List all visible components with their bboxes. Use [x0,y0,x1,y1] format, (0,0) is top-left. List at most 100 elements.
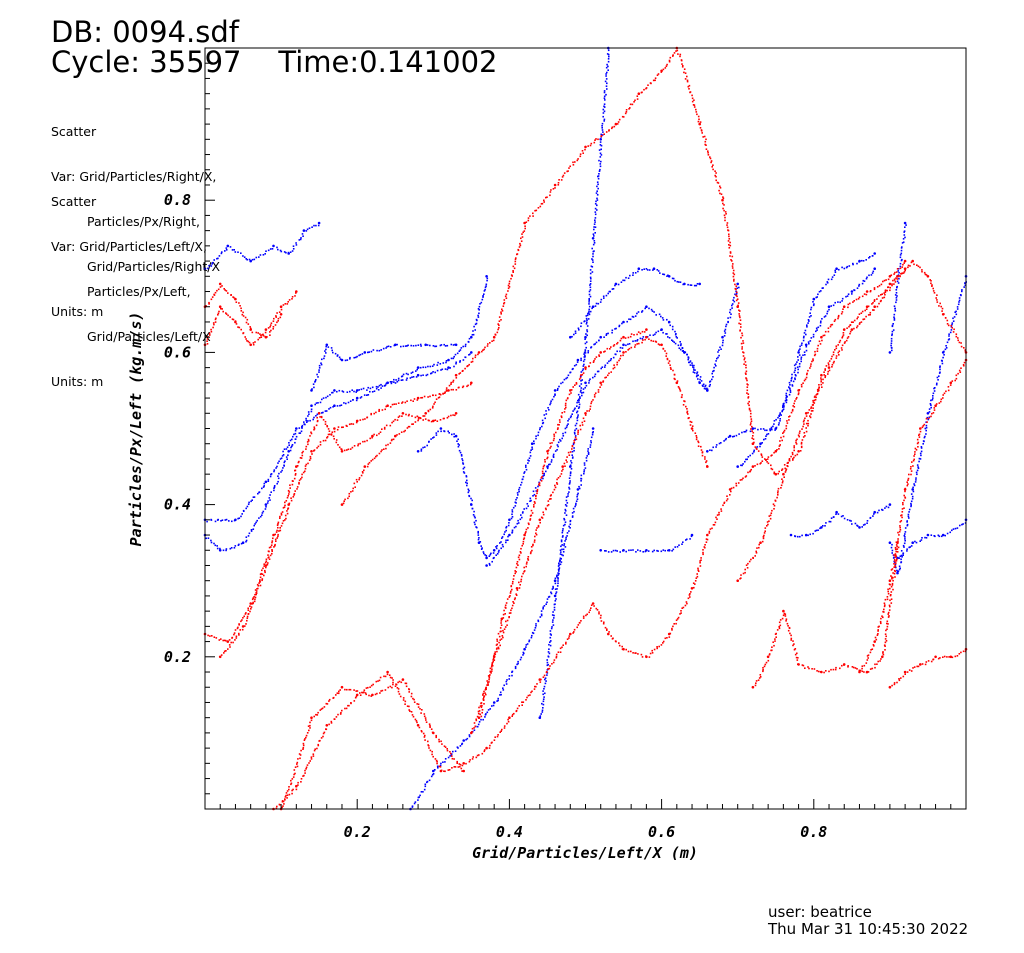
scatter-point [449,751,451,753]
scatter-point [872,270,875,273]
scatter-point [279,804,281,806]
scatter-point [596,185,598,188]
scatter-point [485,713,487,715]
scatter-point [743,358,746,361]
scatter-point [615,353,617,356]
scatter-point [650,82,652,85]
scatter-point [584,368,587,371]
scatter-point [785,397,787,399]
scatter-point [803,351,806,353]
scatter-point [691,362,693,364]
scatter-point [515,498,517,501]
scatter-point [447,415,450,418]
scatter-point [827,373,829,375]
scatter-point [746,458,748,461]
scatter-point [899,525,901,527]
scatter-point [338,690,340,693]
scatter-point [221,308,223,310]
scatter-point [768,520,770,522]
scatter-point [605,294,608,297]
scatter-point [822,382,824,384]
scatter-point [871,272,874,274]
scatter-point [531,631,534,634]
scatter-point [908,508,911,511]
scatter-point [827,366,831,369]
scatter-point [711,449,713,452]
scatter-point [858,670,861,674]
scatter-point [596,181,599,183]
scatter-point [501,536,504,538]
scatter-point [301,476,303,479]
scatter-point [247,323,250,325]
scatter-point [249,326,251,328]
scatter-point [408,688,411,691]
scatter-point [791,408,794,411]
scatter-point [928,411,931,413]
scatter-point [576,405,578,407]
scatter-point [270,544,273,546]
scatter-point [582,388,585,390]
scatter-point [270,473,273,475]
scatter-point [770,464,772,467]
scatter-point [504,613,506,615]
scatter-point [481,350,483,353]
scatter-point [580,484,582,486]
scatter-point [269,499,271,501]
scatter-point [302,746,305,749]
scatter-point [785,618,788,620]
scatter-point [394,418,396,421]
scatter-point [287,489,290,492]
scatter-point [932,658,935,661]
scatter-point [235,635,238,638]
scatter-point [562,432,564,435]
scatter-point [689,284,692,286]
scatter-point [267,478,270,481]
scatter-point [838,268,840,271]
scatter-point [611,126,614,128]
scatter-point [726,222,729,224]
scatter-point [875,638,878,641]
scatter-point [442,362,445,364]
scatter-point [630,650,632,653]
scatter-strand [736,267,876,468]
scatter-point [590,607,592,609]
scatter-point [355,419,359,423]
scatter-point [580,374,582,376]
scatter-point [310,404,313,408]
scatter-point [643,331,646,333]
scatter-point [775,636,777,638]
scatter-point [693,372,696,374]
scatter-point [581,394,583,397]
scatter-point [878,302,880,305]
scatter-point [869,313,871,316]
scatter-point [584,356,586,358]
scatter-point [240,252,242,254]
scatter-point [375,455,377,458]
scatter-point [583,420,586,422]
scatter-point [809,312,811,314]
scatter-point [424,739,426,741]
scatter-point [282,454,285,456]
scatter-point [559,647,562,650]
scatter-point [670,368,672,370]
scatter-point [793,371,796,374]
scatter-point [385,347,387,349]
scatter-point [930,404,932,406]
scatter-point [692,582,695,584]
scatter-point [963,361,966,364]
scatter-point [451,433,453,436]
scatter-point [293,769,296,771]
scatter-point [946,656,948,658]
scatter-point [572,386,574,388]
scatter-point [858,323,861,325]
scatter-point [580,474,583,477]
scatter-point [518,246,521,248]
scatter-point [804,329,807,332]
scatter-point [861,282,864,285]
scatter-point [913,455,915,457]
scatter-point [877,633,879,635]
scatter-point [715,365,717,367]
scatter-point [321,707,324,710]
scatter-point [604,366,606,368]
scatter-point [305,734,308,737]
